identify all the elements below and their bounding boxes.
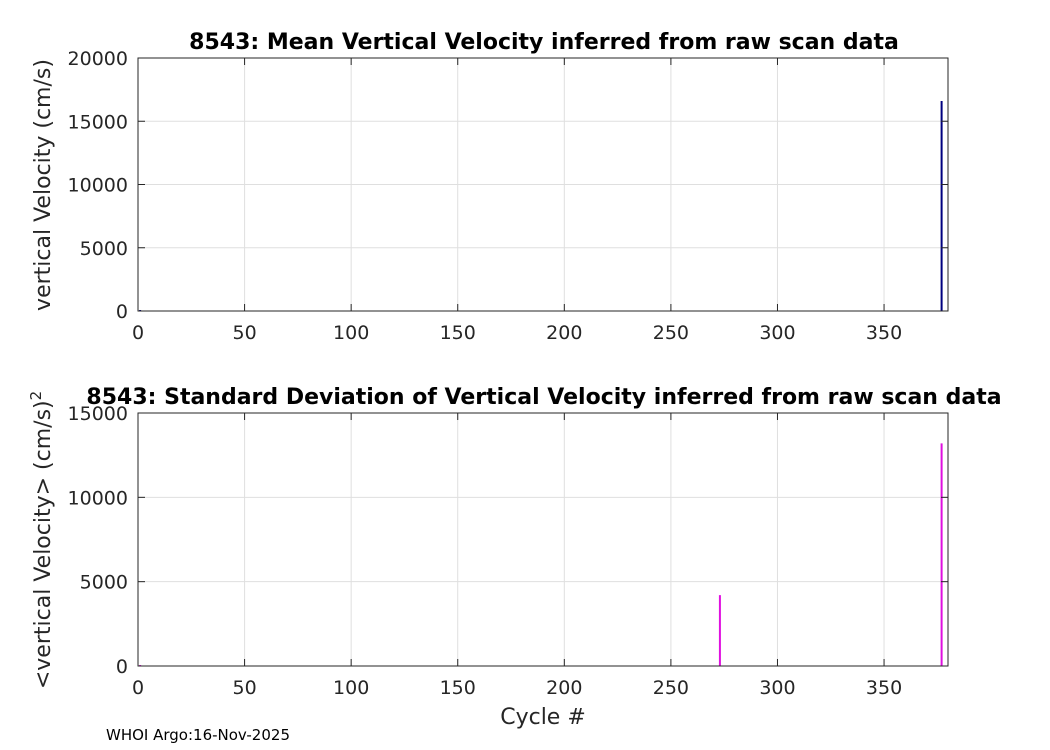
y-tick-label: 10000 (68, 487, 128, 509)
x-tick-label: 250 (653, 322, 689, 344)
x-axis-label: Cycle # (500, 705, 586, 730)
x-tick-label: 150 (440, 677, 476, 699)
y-tick-label: 20000 (68, 48, 128, 70)
mean-velocity-chart: 8543: Mean Vertical Velocity inferred fr… (31, 30, 949, 344)
x-tick-label: 350 (866, 322, 902, 344)
x-tick-label: 300 (759, 677, 795, 699)
y-tick-label: 0 (116, 301, 128, 323)
y-axis-label: vertical Velocity (cm/s) (31, 59, 56, 311)
x-tick-label: 100 (333, 677, 369, 699)
x-tick-label: 250 (653, 677, 689, 699)
x-tick-label: 200 (546, 322, 582, 344)
y-tick-label: 0 (116, 656, 128, 678)
chart-title: 8543: Mean Vertical Velocity inferred fr… (189, 30, 899, 55)
y-axis-label-superscript: 2 (27, 391, 45, 401)
x-tick-label: 0 (132, 677, 144, 699)
chart-title: 8543: Standard Deviation of Vertical Vel… (86, 385, 1001, 410)
x-tick-label: 100 (333, 322, 369, 344)
y-tick-label: 15000 (68, 403, 128, 425)
x-tick-label: 150 (440, 322, 476, 344)
y-axis-label: <vertical Velocity> (cm/s)2 (27, 391, 56, 689)
footer-credit: WHOI Argo:16-Nov-2025 (106, 726, 290, 744)
std-velocity-chart: 8543: Standard Deviation of Vertical Vel… (27, 385, 1002, 730)
y-tick-label: 15000 (68, 111, 128, 133)
y-tick-label: 5000 (80, 572, 128, 594)
x-tick-label: 350 (866, 677, 902, 699)
y-axis-label-text: <vertical Velocity> (cm/s) (31, 400, 56, 689)
x-tick-label: 50 (232, 677, 256, 699)
plot-frame (137, 412, 949, 667)
y-tick-label: 5000 (80, 238, 128, 260)
x-tick-label: 200 (546, 677, 582, 699)
x-tick-label: 50 (232, 322, 256, 344)
x-tick-label: 300 (759, 322, 795, 344)
x-tick-label: 0 (132, 322, 144, 344)
y-tick-label: 10000 (68, 175, 128, 197)
